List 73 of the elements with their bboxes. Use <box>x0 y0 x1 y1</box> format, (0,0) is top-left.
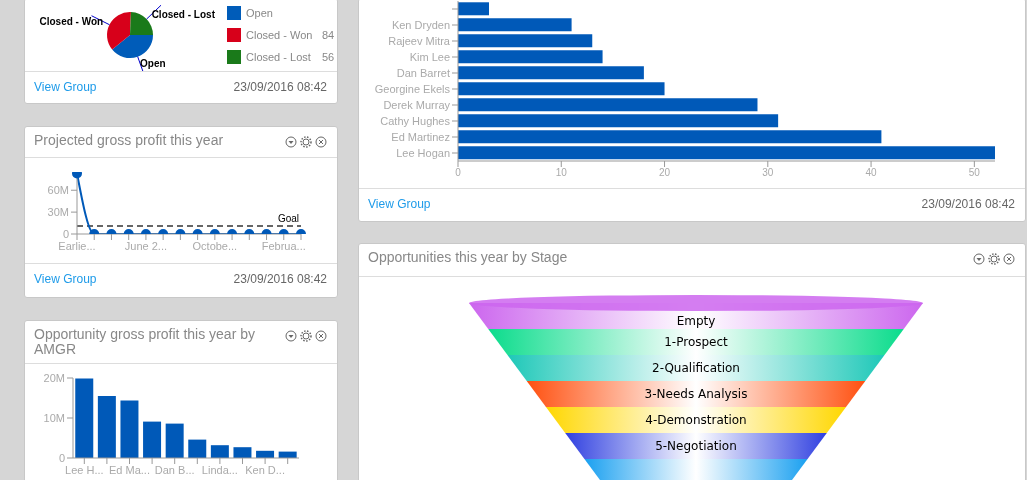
x-tick-label: Ed Ma... <box>109 463 150 476</box>
slice-label: Closed - Lost <box>151 8 216 20</box>
chart-title: Projected gross profit this year <box>34 132 225 148</box>
legend-label: Closed - Won <box>246 29 314 41</box>
y-tick-label: 60M <box>47 184 69 197</box>
x-tick-label: 0 <box>455 167 462 179</box>
y-tick-label: Rajeev Mitra <box>388 34 451 47</box>
slice-label: Closed - Won <box>39 16 104 28</box>
y-tick-label: Dan Barret <box>396 66 450 79</box>
pie-slice <box>112 35 153 58</box>
bar <box>458 98 758 112</box>
bar <box>97 396 116 458</box>
y-tick-label: Derek Murray <box>383 98 451 111</box>
text: View Group <box>34 80 97 94</box>
text: 23/09/2016 08:42 <box>921 197 1015 211</box>
x-tick-label: 40 <box>865 167 878 179</box>
pie-slice <box>130 12 153 35</box>
bar <box>458 82 665 96</box>
bar <box>458 130 882 144</box>
y-tick-label: Georgine Ekels <box>374 82 451 95</box>
x-tick-label: June 2... <box>124 239 168 252</box>
x-tick-label: Dan B... <box>154 463 195 476</box>
bar <box>188 439 207 458</box>
bar <box>165 423 184 458</box>
x-tick-label: Octobe... <box>192 239 238 252</box>
bar <box>458 114 779 128</box>
slice-label: Open <box>140 57 166 69</box>
x-tick-label: Linda... <box>201 463 238 476</box>
x-tick-label: 10 <box>555 167 568 179</box>
y-tick-label: Cathy Hughes <box>380 114 451 127</box>
bar <box>458 66 644 80</box>
x-tick-label: 20 <box>658 167 671 179</box>
data-label: 84 <box>322 29 335 41</box>
y-tick-label: 20M <box>43 371 65 384</box>
x-tick-label: 50 <box>968 167 981 179</box>
y-tick-label: 30M <box>47 206 69 219</box>
y-tick-label: 10M <box>43 411 65 424</box>
category-label: Empty <box>676 314 716 328</box>
ref-line-label: Goal <box>277 212 299 224</box>
text: View Group <box>34 272 97 286</box>
bar <box>458 18 572 32</box>
category-label: 3-Needs Analysis <box>644 387 748 401</box>
x-tick-label: Lee H... <box>65 463 104 476</box>
text: 23/09/2016 08:42 <box>233 80 327 94</box>
category-label: 1-Prospect <box>664 335 729 349</box>
pie-slice <box>107 12 131 50</box>
text: View Group <box>368 197 431 211</box>
y-tick-label: Ed Martinez <box>391 130 450 143</box>
legend-label: Open <box>246 7 274 19</box>
bar <box>458 50 603 64</box>
y-tick-label: 0 <box>62 227 69 240</box>
bar <box>458 34 593 48</box>
text: Opportunities this year by Stage <box>368 249 569 265</box>
x-tick-label: 30 <box>762 167 774 179</box>
y-tick-label: Ken Dryden <box>391 18 450 31</box>
bar <box>143 421 162 458</box>
bar <box>233 447 252 458</box>
bar <box>120 400 139 458</box>
data-label: 56 <box>322 51 335 63</box>
bar <box>458 2 489 16</box>
y-tick-label: 0 <box>58 451 65 464</box>
category-label: 5-Negotiation <box>655 439 737 453</box>
text: 23/09/2016 08:42 <box>233 272 327 286</box>
y-tick-label: Lee Hogan <box>396 146 450 159</box>
chart-title: Opportunity gross profit this year by AMGR <box>34 326 256 357</box>
x-tick-label: Earlie... <box>58 239 96 252</box>
bar <box>210 445 229 458</box>
category-label: 2-Qualification <box>652 361 740 375</box>
x-tick-label: Ken D... <box>245 463 285 476</box>
legend-label: Closed - Lost <box>246 51 312 63</box>
x-tick-label: Februa... <box>261 239 306 252</box>
category-label: 4-Demonstration <box>645 413 747 427</box>
y-tick-label: Kim Lee <box>409 50 450 63</box>
